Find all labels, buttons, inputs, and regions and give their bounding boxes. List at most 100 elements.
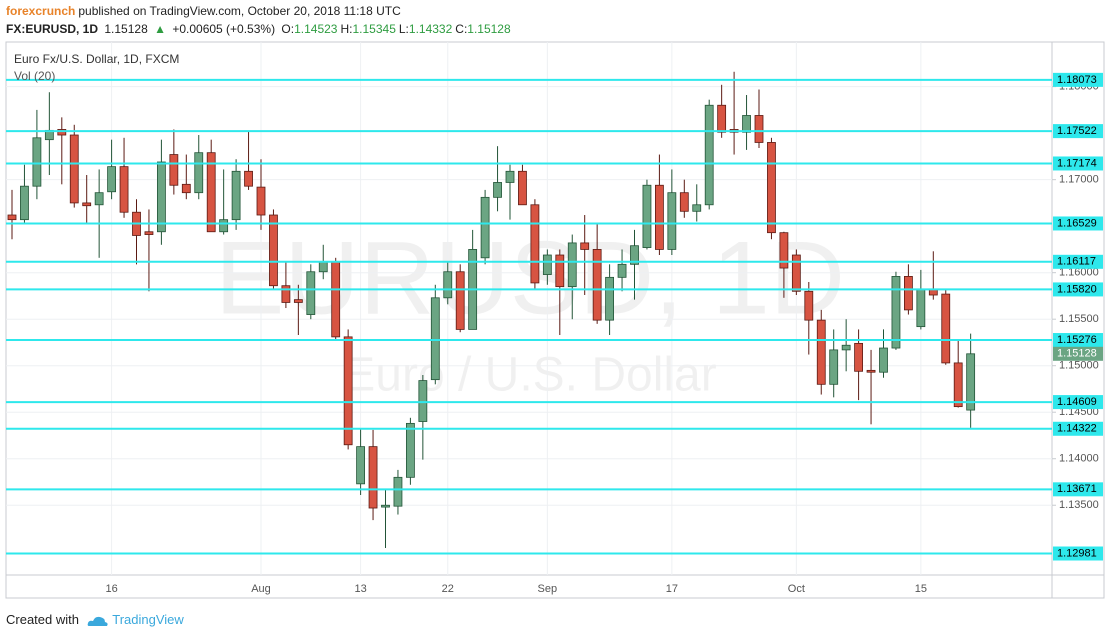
published: published on TradingView.com, October 20… [78, 4, 401, 18]
level-label-bg [1053, 156, 1103, 171]
candle-body [655, 184, 664, 250]
candle-body [281, 285, 291, 303]
candle-body [916, 289, 926, 328]
level-label: 1.16529 [1057, 217, 1097, 229]
candle-body [443, 271, 453, 299]
level-label: 1.17522 [1057, 125, 1097, 137]
level-label-bg [1053, 254, 1103, 269]
level-label: 1.14609 [1057, 396, 1097, 408]
candle-body [704, 104, 714, 206]
y-tick-label: 1.15000 [1059, 360, 1099, 372]
ohlc-value: 1.15128 [467, 22, 511, 36]
x-tick-label: Sep [538, 583, 558, 595]
candle-body [617, 263, 627, 278]
brand[interactable]: TradingView [112, 612, 184, 627]
candle-body [854, 342, 863, 372]
candle-body [779, 232, 789, 269]
candle-body [393, 476, 403, 507]
y-tick-label: 1.13500 [1059, 499, 1099, 511]
candle-body [356, 446, 366, 485]
candle-body [804, 290, 814, 321]
level-label: 1.12981 [1057, 547, 1097, 559]
ohlc-value: 1.14332 [408, 22, 453, 36]
candle-body [953, 362, 963, 408]
candle-body [94, 192, 104, 206]
candle-body [493, 182, 502, 198]
watermark: EURUSD, 1D [215, 220, 845, 336]
header-line: forexcrunch published on TradingView.com,… [6, 4, 404, 18]
ohlc: O:1.14523 H:1.15345 L:1.14332 C:1.15128 [281, 22, 513, 36]
candle-body [418, 380, 428, 422]
chart-subtitle: Vol (20) [14, 69, 55, 83]
ohlc-label: O: [281, 22, 295, 36]
x-tick-label: 17 [666, 583, 678, 595]
candle-body [244, 170, 253, 187]
candle-body [219, 219, 229, 233]
author[interactable]: forexcrunch [6, 4, 76, 18]
candle-body [181, 183, 191, 194]
candle-body [692, 204, 702, 212]
symbol: FX:EURUSD, 1D [6, 22, 99, 36]
candle-body [518, 170, 527, 206]
level-label-bg [1053, 333, 1103, 348]
candle-body [269, 214, 278, 287]
candle-body [754, 115, 764, 143]
watermark: Euro / U.S. Dollar [343, 349, 716, 402]
level-label: 1.17174 [1057, 157, 1097, 169]
candle-body [667, 192, 677, 250]
x-tick-label: 16 [105, 583, 117, 595]
level-label-bg [1053, 124, 1103, 139]
candle-body [816, 319, 826, 385]
y-tick-label: 1.17000 [1059, 174, 1099, 186]
candle-body [381, 504, 390, 508]
candle-body [866, 369, 876, 373]
level-label-bg [1053, 482, 1103, 497]
candle-body [69, 134, 79, 204]
created-with: Created with [6, 612, 79, 627]
x-tick-label: Aug [251, 583, 271, 595]
candle-body [231, 170, 241, 221]
footer: Created with TradingView [6, 612, 184, 628]
tv-logo [87, 616, 108, 626]
candle-body [717, 104, 727, 133]
candle-body [592, 249, 602, 321]
candle-body [331, 261, 341, 338]
level-label-bg [1053, 395, 1103, 410]
chart-title: Euro Fx/U.S. Dollar, 1D, FXCM [14, 52, 179, 66]
candle-body [144, 231, 154, 235]
candle-body [555, 254, 565, 288]
ohlc-label: C: [455, 22, 468, 36]
up-arrow: ▲ [154, 22, 166, 36]
last-price-label: 1.15128 [1057, 348, 1097, 360]
y-tick-label: 1.14000 [1059, 453, 1099, 465]
candle-body [82, 202, 92, 207]
candle-body [542, 254, 552, 275]
candle-body [455, 271, 465, 330]
level-label: 1.18073 [1057, 74, 1097, 86]
candle-body [630, 245, 639, 265]
candle-body [256, 186, 266, 216]
candle-body [405, 422, 415, 478]
candle-body [605, 276, 614, 321]
level-label: 1.13671 [1057, 483, 1097, 495]
x-tick-label: 22 [442, 583, 454, 595]
x-tick-label: Oct [788, 583, 805, 595]
candle-body [343, 336, 353, 446]
ohlc-value: 1.15345 [352, 22, 396, 36]
ohlc-label: L: [398, 22, 409, 36]
candle-body [32, 137, 42, 187]
candle-body [20, 185, 29, 221]
candle-body [879, 347, 888, 373]
candle-body [580, 242, 590, 250]
candle-body [293, 299, 303, 303]
candle-body [891, 276, 901, 349]
candle-body [505, 170, 515, 183]
change: +0.00605 (+0.53%) [172, 22, 276, 36]
candle-body [567, 242, 577, 288]
level-label: 1.16117 [1057, 256, 1096, 268]
candle-body [107, 166, 116, 193]
candle-body [206, 152, 216, 233]
candle-body [430, 297, 440, 381]
